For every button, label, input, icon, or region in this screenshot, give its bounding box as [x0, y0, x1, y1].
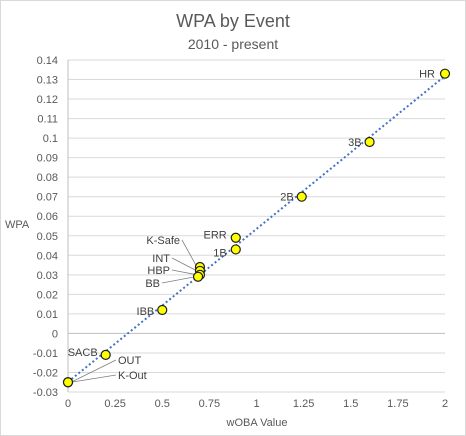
leader-lines — [70, 239, 198, 383]
y-tick-label: 0.09 — [37, 153, 58, 165]
x-tick-label: 2 — [442, 398, 448, 410]
point-label-err: ERR — [204, 230, 227, 242]
y-tick-label: 0.05 — [37, 231, 58, 243]
data-point-1b — [230, 244, 241, 255]
data-point-bb — [192, 271, 204, 282]
point-label-out: OUT — [118, 355, 142, 367]
leader-line-int — [171, 257, 198, 272]
data-point-2b — [296, 191, 307, 202]
data-point-k-out — [62, 377, 74, 388]
y-tick-label: 0.13 — [37, 75, 58, 87]
y-tick-label: 0.07 — [37, 192, 58, 204]
y-tick-label: -0.03 — [33, 387, 58, 399]
y-tick-label: 0.04 — [37, 250, 58, 262]
trendline — [67, 75, 446, 383]
point-label-hr: HR — [419, 69, 435, 81]
y-tick-label: 0.01 — [37, 309, 58, 321]
point-label-hbp: HBP — [147, 265, 170, 277]
x-tick-label: 1 — [253, 398, 259, 410]
point-label-2b: 2B — [280, 192, 293, 204]
data-point-3b — [364, 136, 375, 148]
x-tick-label: 0.5 — [155, 398, 170, 410]
y-tick-label: 0.08 — [37, 172, 58, 184]
trendline-line — [67, 75, 446, 383]
y-tick-label: 0 — [52, 328, 58, 340]
y-tick-label: 0.14 — [37, 55, 58, 67]
leader-line-out — [70, 359, 117, 383]
x-axis-label: wOBA Value — [226, 417, 288, 429]
gridlines — [67, 59, 445, 393]
data-point-ibb — [157, 304, 168, 316]
data-point-sacb — [100, 349, 111, 360]
y-tick-label: 0.1 — [43, 133, 58, 145]
point-label-bb: BB — [145, 278, 160, 290]
x-tick-label: 0.75 — [199, 398, 220, 410]
point-label-1b: 1B — [213, 247, 226, 259]
y-tick-label: 0.06 — [37, 211, 58, 223]
point-label-k-safe: K-Safe — [146, 235, 180, 247]
data-point-err — [230, 232, 241, 243]
y-tick-label: -0.02 — [33, 367, 58, 379]
leader-line-hbp — [171, 269, 198, 276]
y-tick-label: 0.12 — [37, 94, 58, 106]
y-tick-label: 0.02 — [37, 289, 58, 301]
x-tick-label: 1.5 — [343, 398, 358, 410]
leader-line-k-safe — [181, 239, 198, 268]
leader-line-bb — [161, 276, 196, 284]
y-tick-label: 0.03 — [37, 270, 58, 282]
x-tick-label: 1.75 — [387, 398, 408, 410]
tick-labels: -0.03 -0.02 -0.01 0 0.01 0.02 0.03 0.04 0.05 0.06… — [33, 55, 448, 410]
point-label-int: INT — [152, 253, 170, 265]
chart-subtitle: 2010 - present — [188, 36, 278, 52]
point-label-ibb: IBB — [137, 306, 155, 318]
leader-line-k-out — [70, 374, 117, 383]
data-point-hr — [439, 68, 451, 79]
x-tick-label: 0.25 — [104, 398, 125, 410]
point-label-k-out: K-Out — [118, 370, 147, 382]
x-tick-label: 0 — [65, 398, 71, 410]
y-tick-label: 0.11 — [37, 114, 58, 126]
chart-title: WPA by Event — [176, 11, 290, 31]
point-label-sacb: SACB — [68, 347, 98, 359]
y-tick-label: -0.01 — [33, 348, 58, 360]
data-points — [62, 68, 451, 388]
x-tick-label: 1.25 — [293, 398, 314, 410]
point-label-3b: 3B — [348, 137, 361, 149]
y-axis-label: WPA — [5, 219, 30, 231]
